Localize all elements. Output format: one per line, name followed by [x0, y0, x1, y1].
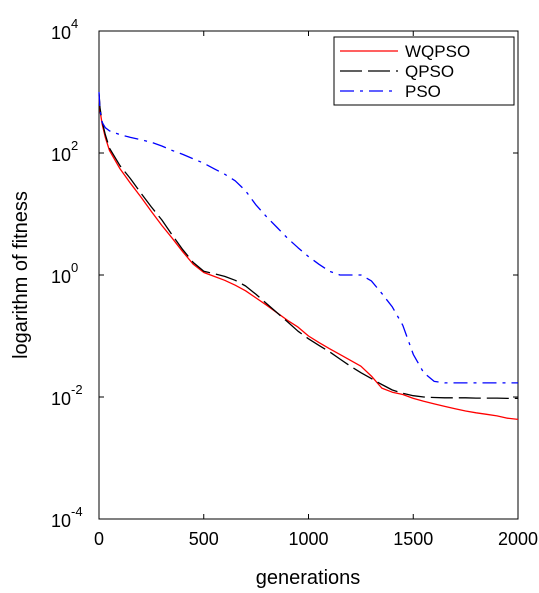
y-tick-label-base: 10 [51, 389, 71, 409]
legend-label-wqpso: WQPSO [405, 42, 470, 61]
legend-label-pso: PSO [405, 82, 441, 101]
y-tick-label-exponent: -4 [71, 504, 83, 519]
legend-box [333, 36, 515, 106]
y-tick-label-base: 10 [51, 23, 71, 43]
y-axis-title: logarithm of fitness [10, 191, 32, 359]
y-tick-label-exponent: 2 [71, 138, 78, 153]
y-tick-label-exponent: 0 [71, 260, 78, 275]
plot-area [98, 30, 519, 520]
x-axis-title: generations [256, 567, 361, 589]
y-tick-label-base: 10 [51, 267, 71, 287]
x-tick-label: 0 [94, 529, 104, 549]
y-tick-label: 10 [51, 267, 71, 287]
x-tick-labels: 0 500 1000 1500 2000 [94, 529, 538, 549]
y-tick-label-exponent: 4 [71, 16, 78, 31]
x-tick-label: 500 [189, 529, 219, 549]
x-tick-label: 1500 [393, 529, 433, 549]
x-tick-marks [98, 31, 519, 519]
y-tick-label: 10 [51, 23, 71, 43]
y-tick-label: 10 [51, 145, 71, 165]
y-tick-label: 10 [51, 389, 71, 409]
x-tick-label: 2000 [498, 529, 538, 549]
y-tick-marks [99, 30, 518, 520]
y-tick-label: 10 [51, 511, 71, 531]
series-layer [98, 91, 519, 421]
legend-label-qpso: QPSO [405, 62, 454, 81]
series-line-qpso [98, 93, 518, 400]
y-tick-label-exponent: -2 [71, 382, 83, 397]
x-tick-label: 1000 [288, 529, 328, 549]
series-line-wqpso [98, 94, 519, 421]
series-line-pso [98, 91, 518, 384]
y-tick-label-base: 10 [51, 511, 71, 531]
y-tick-label-base: 10 [51, 145, 71, 165]
